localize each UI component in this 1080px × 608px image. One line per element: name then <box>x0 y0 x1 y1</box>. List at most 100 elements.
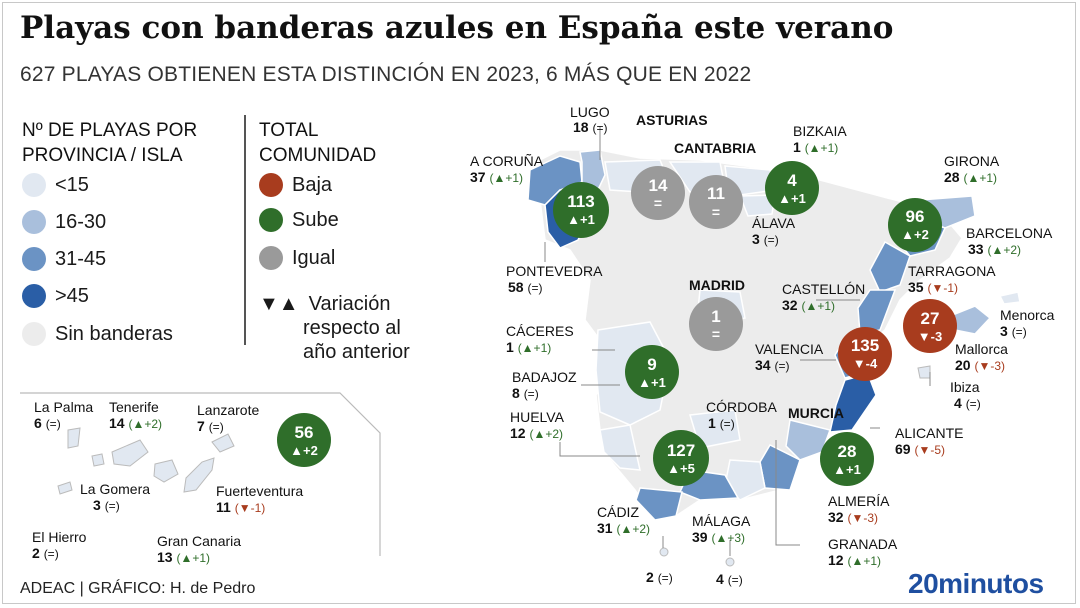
legend-label-gt45: >45 <box>55 284 89 307</box>
label-malaga-name: MÁLAGA <box>692 513 751 529</box>
legend-item-baja: Baja <box>259 173 332 197</box>
svg-text:=: = <box>712 326 720 342</box>
label-badajoz-value: 8 (=) <box>512 385 539 401</box>
label-tenerife-value: 14 (▲+2) <box>109 415 162 431</box>
region-menorca <box>998 291 1021 305</box>
brand-logo: 20minutos <box>908 568 1044 599</box>
island-la-gomera <box>91 453 105 467</box>
legend-item-igual: Igual <box>259 246 335 270</box>
community-extremadura-circle: 9 ▲+1 <box>625 345 679 399</box>
legend-swatch-baja <box>259 173 283 197</box>
label-cordoba-name: CÓRDOBA <box>706 399 777 415</box>
label-barcelona-name: BARCELONA <box>966 225 1053 241</box>
label-el-hierro-value: 2 (=) <box>32 545 59 561</box>
legend-label-16-30: 16-30 <box>55 210 107 233</box>
label-ibiza-name: Ibiza <box>950 379 980 395</box>
label-pontevedra-name: PONTEVEDRA <box>506 263 603 279</box>
svg-text:11: 11 <box>707 184 725 203</box>
label-murcia: MURCIA <box>788 405 844 421</box>
legend-item-16-30: 16-30 <box>22 210 106 234</box>
label-ibiza-value: 4 (=) <box>954 395 981 411</box>
island-fuerteventura <box>183 457 215 493</box>
label-cadiz-name: CÁDIZ <box>597 504 639 520</box>
svg-text:=: = <box>712 204 720 220</box>
legend-community: TOTAL COMUNIDAD <box>259 118 376 168</box>
label-lanzarote-name: Lanzarote <box>197 402 259 418</box>
svg-text:▲+2: ▲+2 <box>901 227 929 242</box>
legend-variation: ▼▲ Variación respecto al año anterior <box>259 292 410 364</box>
svg-text:▼-4: ▼-4 <box>853 356 878 371</box>
legend-label-igual: Igual <box>292 246 336 269</box>
legend-swatch-31-45 <box>22 247 46 271</box>
community-cantabria-circle: 11 = <box>689 175 743 229</box>
label-girona-value: 28 (▲+1) <box>944 169 997 185</box>
svg-text:56: 56 <box>295 423 314 442</box>
legend-label-none: Sin banderas <box>55 322 173 345</box>
community-andalucia-circle: 127 ▲+5 <box>653 430 709 486</box>
label-pontevedra-value: 58 (=) <box>508 279 542 295</box>
svg-text:1: 1 <box>711 307 720 326</box>
label-tenerife-name: Tenerife <box>109 399 159 415</box>
label-madrid: MADRID <box>689 277 745 293</box>
legend-variation-symbol: ▼▲ <box>259 293 299 315</box>
island-lanzarote <box>211 433 235 453</box>
region-alava <box>738 194 776 217</box>
label-alava-name: ÁLAVA <box>752 215 796 231</box>
legend-variation-line-3: año anterior <box>303 341 410 363</box>
label-cadiz-value: 31 (▲+2) <box>597 520 650 536</box>
label-castellon-value: 32 (▲+1) <box>782 297 835 313</box>
legend-variation-line-2: respecto al <box>303 317 401 339</box>
region-murcia <box>785 419 831 461</box>
legend-label-lt15: <15 <box>55 173 89 196</box>
legend-beaches: Nº DE PLAYAS POR PROVINCIA / ISLA <box>22 118 197 168</box>
region-ceuta <box>659 547 669 557</box>
region-almeria <box>759 444 801 491</box>
label-castellon-name: CASTELLÓN <box>782 281 865 297</box>
label-mallorca-value: 20 (▼-3) <box>955 357 1005 373</box>
label-a-coruna-value: 37 (▲+1) <box>470 169 523 185</box>
legend-swatch-gt45 <box>22 284 46 308</box>
legend-swatch-none <box>22 322 46 346</box>
source-credit: ADEAC | GRÁFICO: H. de Pedro <box>20 580 256 597</box>
community-asturias-circle: 14 = <box>631 166 685 220</box>
label-ceuta-value: 2 (=) <box>646 569 673 585</box>
island-la-palma <box>67 427 81 449</box>
label-la-palma-value: 6 (=) <box>34 415 61 431</box>
canarias-inset-frame <box>20 392 381 556</box>
label-huelva-value: 12 (▲+2) <box>510 425 563 441</box>
label-malaga-value: 39 (▲+3) <box>692 529 745 545</box>
canarias-labels: La Palma 6 (=) Tenerife 14 (▲+2) Lanzaro… <box>32 399 303 565</box>
label-mallorca-name: Mallorca <box>955 341 1008 357</box>
label-caceres-value: 1 (▲+1) <box>506 339 551 355</box>
label-melilla-value: 4 (=) <box>716 571 743 587</box>
label-el-hierro-name: El Hierro <box>32 529 87 545</box>
region-name-labels: ASTURIAS CANTABRIA MADRID MURCIA <box>636 112 844 421</box>
legend-swatch-sube <box>259 208 283 232</box>
label-bizkaia-name: BIZKAIA <box>793 123 847 139</box>
legend-community-heading-1: TOTAL <box>259 120 319 141</box>
label-almeria-value: 32 (▼-3) <box>828 509 878 525</box>
svg-text:9: 9 <box>647 355 656 374</box>
label-bizkaia-value: 1 (▲+1) <box>793 139 838 155</box>
community-canarias-circle: 56 ▲+2 <box>277 413 331 467</box>
label-la-palma-name: La Palma <box>34 399 93 415</box>
svg-text:▲+1: ▲+1 <box>778 191 806 206</box>
island-gran-canaria <box>153 459 179 483</box>
legend-divider <box>244 115 246 345</box>
community-galicia-circle: 113 ▲+1 <box>553 182 609 238</box>
label-menorca-value: 3 (=) <box>1000 323 1027 339</box>
svg-text:▼-3: ▼-3 <box>918 329 942 344</box>
island-el-hierro <box>57 481 73 495</box>
label-a-coruna-name: A CORUÑA <box>470 153 544 169</box>
page-title: Playas con banderas azules en España est… <box>20 10 894 46</box>
label-cordoba-value: 1 (=) <box>708 415 735 431</box>
label-tarragona-value: 35 (▼-1) <box>908 279 958 295</box>
community-valenciana-circle: 135 ▼-4 <box>838 327 892 381</box>
label-caceres-name: CÁCERES <box>506 323 574 339</box>
community-pais-vasco-circle: 4 ▲+1 <box>765 161 819 215</box>
svg-text:28: 28 <box>838 442 857 461</box>
label-granada-name: GRANADA <box>828 536 898 552</box>
svg-text:▲+2: ▲+2 <box>290 443 318 458</box>
svg-text:▲+1: ▲+1 <box>833 462 861 477</box>
